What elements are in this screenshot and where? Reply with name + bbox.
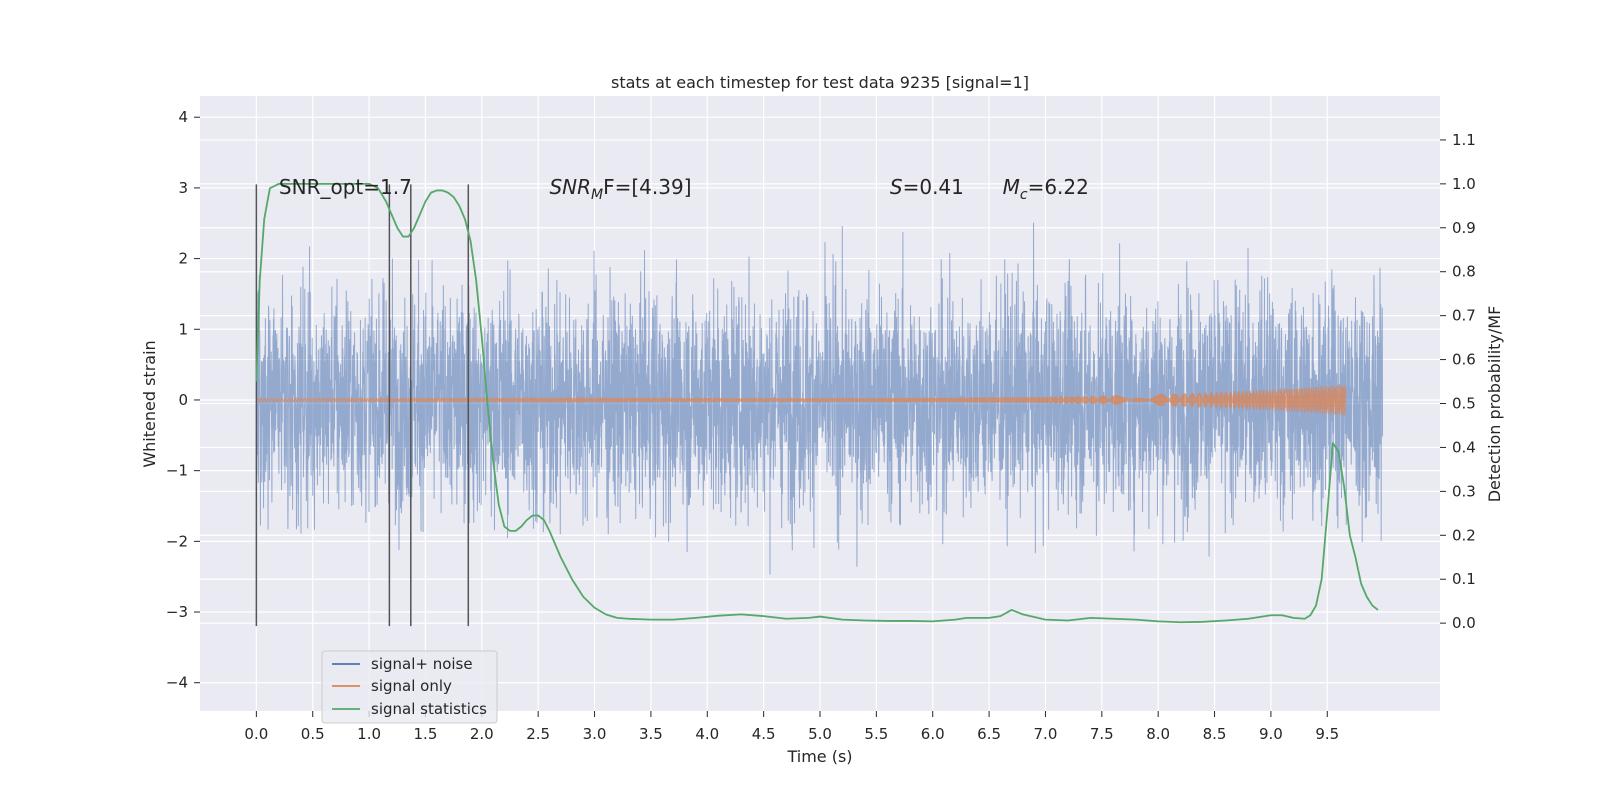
x-axis-ticks: 0.0 0.5 1.0 1.5 2.0 2.5 3.0 3.5 4.0 4.5 5.0 5.5 6.0 6… <box>244 711 1339 743</box>
x-tick-label-6: 3.0 <box>583 725 607 743</box>
legend-box <box>321 650 498 724</box>
annotation-s-rest: =0.41 <box>903 175 964 199</box>
y2-tick-label-11: 1.1 <box>1452 131 1476 149</box>
series-line-signal-statistics <box>255 182 1379 624</box>
annotation-s: S=0.41 <box>890 175 964 199</box>
x-tick-label-11: 5.5 <box>864 725 888 743</box>
y2-tick-label-5: 0.5 <box>1452 395 1476 413</box>
x-tick-label-10: 5.0 <box>808 725 832 743</box>
x-tick-label-14: 7.0 <box>1034 725 1058 743</box>
annotation-mc-rest: =6.22 <box>1028 175 1089 199</box>
y2-tick-label-8: 0.8 <box>1452 263 1476 281</box>
y-tick-label-6: 2 <box>178 250 188 268</box>
y-tick-label-2: −2 <box>166 532 188 550</box>
y-tick-label-3: −1 <box>166 462 188 480</box>
legend: signal+ noise signal only signal statist… <box>321 650 498 724</box>
y2-axis-ticks: 0.0 0.1 0.2 0.3 0.4 0.5 0.6 0.7 0.8 0.9 1.0 1.1 <box>1440 131 1476 632</box>
series-signal-only <box>255 384 1346 416</box>
y2-tick-label-7: 0.7 <box>1452 307 1476 325</box>
annotation-snr-mf-var: SNR <box>549 175 591 199</box>
y2-tick-label-4: 0.4 <box>1452 438 1476 456</box>
annotation-mc-var: M <box>1003 175 1020 199</box>
y2-tick-label-10: 1.0 <box>1452 175 1476 193</box>
annotation-snr-mf-sub: M <box>591 187 603 203</box>
vertical-markers <box>255 184 470 627</box>
x-tick-label-4: 2.0 <box>470 725 494 743</box>
series-line-signal-only <box>255 384 1346 416</box>
y2-tick-label-9: 0.9 <box>1452 219 1476 237</box>
y-tick-label-8: 4 <box>178 108 188 126</box>
x-tick-label-19: 9.5 <box>1315 725 1339 743</box>
x-tick-label-8: 4.0 <box>695 725 719 743</box>
legend-label-signal-statistics: signal statistics <box>371 700 487 718</box>
y2-tick-label-6: 0.6 <box>1452 351 1476 369</box>
x-tick-label-1: 0.5 <box>301 725 325 743</box>
x-tick-label-18: 9.0 <box>1259 725 1283 743</box>
x-tick-label-3: 1.5 <box>414 725 438 743</box>
chart-title: stats at each timestep for test data 923… <box>611 73 1029 92</box>
y2-tick-label-2: 0.2 <box>1452 526 1476 544</box>
series-line-signal-noise <box>255 222 1384 575</box>
annotation-snr-mf: SNRMF=[4.39] <box>549 175 691 203</box>
x-tick-label-12: 6.0 <box>921 725 945 743</box>
y-tick-label-5: 1 <box>178 320 188 338</box>
x-tick-label-7: 3.5 <box>639 725 663 743</box>
annotation-s-var: S <box>890 175 903 199</box>
x-tick-label-0: 0.0 <box>244 725 268 743</box>
y-axis-label: Whitened strain <box>140 340 159 467</box>
y-tick-label-0: −4 <box>166 674 188 692</box>
x-tick-label-5: 2.5 <box>526 725 550 743</box>
x-tick-label-9: 4.5 <box>752 725 776 743</box>
annotation-mc-sub: c <box>1020 187 1028 203</box>
y-axis-ticks: −4 −3 −2 −1 0 1 2 3 4 <box>166 108 200 692</box>
y2-tick-label-0: 0.0 <box>1452 614 1476 632</box>
annotation-snr-mf-rest: F=[4.39] <box>603 175 691 199</box>
y2-tick-label-3: 0.3 <box>1452 482 1476 500</box>
y-tick-label-4: 0 <box>178 391 188 409</box>
y2-tick-label-1: 0.1 <box>1452 570 1476 588</box>
annotation-mc: Mc=6.22 <box>1003 175 1089 203</box>
y-tick-label-1: −3 <box>166 603 188 621</box>
series-signal-noise <box>255 222 1384 575</box>
y-tick-label-7: 3 <box>178 179 188 197</box>
annotation-snr-opt: SNR_opt=1.7 <box>279 175 412 199</box>
series-signal-statistics <box>255 182 1379 624</box>
y2-axis-label: Detection probability/MF <box>1485 306 1504 503</box>
x-tick-label-13: 6.5 <box>977 725 1001 743</box>
x-tick-label-2: 1.0 <box>357 725 381 743</box>
annotations: SNR_opt=1.7 SNRMF=[4.39] S=0.41 Mc=6.22 <box>279 175 1089 203</box>
legend-label-signal-noise: signal+ noise <box>371 655 473 673</box>
x-tick-label-16: 8.0 <box>1146 725 1170 743</box>
x-tick-label-17: 8.5 <box>1203 725 1227 743</box>
x-tick-label-15: 7.5 <box>1090 725 1114 743</box>
legend-label-signal-only: signal only <box>371 677 452 695</box>
x-axis-label: Time (s) <box>786 747 852 766</box>
